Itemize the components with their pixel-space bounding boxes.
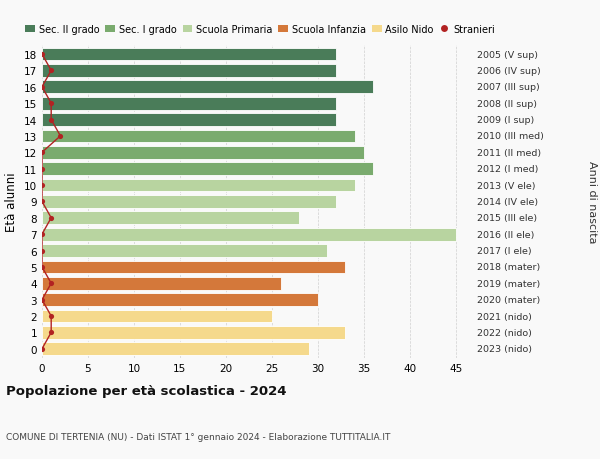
Text: 2005 (V sup): 2005 (V sup) (477, 50, 538, 59)
Text: Popolazione per età scolastica - 2024: Popolazione per età scolastica - 2024 (6, 384, 287, 397)
Point (37, 263, 47, 271)
Bar (42, 277, 281, 290)
Point (46, 280, 56, 287)
Bar (42, 196, 336, 208)
Text: 2013 (V ele): 2013 (V ele) (477, 181, 536, 190)
Point (46, 117, 56, 124)
Bar (42, 49, 336, 61)
Text: 2009 (I sup): 2009 (I sup) (477, 116, 534, 125)
Point (37, 182, 47, 189)
Point (46, 215, 56, 222)
Legend: Sec. II grado, Sec. I grado, Scuola Primaria, Scuola Infanzia, Asilo Nido, Stran: Sec. II grado, Sec. I grado, Scuola Prim… (25, 25, 495, 35)
Point (56, 133, 65, 140)
Bar (42, 245, 327, 257)
Text: COMUNE DI TERTENIA (NU) - Dati ISTAT 1° gennaio 2024 - Elaborazione TUTTITALIA.I: COMUNE DI TERTENIA (NU) - Dati ISTAT 1° … (6, 431, 391, 441)
Text: 2016 (II ele): 2016 (II ele) (477, 230, 535, 239)
Text: 2006 (IV sup): 2006 (IV sup) (477, 67, 541, 76)
Bar (42, 163, 373, 176)
Point (37, 51, 47, 59)
Text: 2022 (nido): 2022 (nido) (477, 328, 532, 337)
Text: 2010 (III med): 2010 (III med) (477, 132, 544, 141)
Bar (42, 228, 455, 241)
Bar (42, 81, 373, 94)
Bar (42, 130, 355, 143)
Bar (42, 114, 336, 127)
Bar (42, 343, 308, 355)
Point (37, 84, 47, 91)
Text: 2023 (nido): 2023 (nido) (477, 345, 532, 353)
Point (46, 329, 56, 336)
Bar (42, 146, 364, 159)
Bar (42, 179, 355, 192)
Bar (42, 310, 272, 323)
Text: 2012 (I med): 2012 (I med) (477, 165, 538, 174)
Bar (42, 98, 336, 110)
Text: 2015 (III ele): 2015 (III ele) (477, 214, 537, 223)
Text: 2019 (mater): 2019 (mater) (477, 279, 540, 288)
Text: 2014 (IV ele): 2014 (IV ele) (477, 197, 538, 207)
Text: 2008 (II sup): 2008 (II sup) (477, 100, 537, 108)
Text: 2020 (mater): 2020 (mater) (477, 296, 540, 304)
Point (46, 100, 56, 107)
Point (37, 297, 47, 304)
Bar (42, 65, 336, 78)
Bar (42, 326, 346, 339)
Point (37, 198, 47, 206)
Text: 2007 (III sup): 2007 (III sup) (477, 83, 540, 92)
Bar (42, 261, 346, 274)
Text: 2021 (nido): 2021 (nido) (477, 312, 532, 321)
Point (46, 67, 56, 75)
Bar (42, 294, 318, 306)
Point (37, 149, 47, 157)
Point (37, 231, 47, 238)
Bar (42, 212, 299, 224)
Point (37, 345, 47, 353)
Point (46, 313, 56, 320)
Text: 2017 (I ele): 2017 (I ele) (477, 246, 532, 256)
Point (37, 166, 47, 173)
Text: 2018 (mater): 2018 (mater) (477, 263, 540, 272)
Text: Anni di nascita: Anni di nascita (587, 161, 597, 243)
Text: 2011 (II med): 2011 (II med) (477, 148, 541, 157)
Point (37, 247, 47, 255)
Y-axis label: Età alunni: Età alunni (5, 172, 19, 232)
